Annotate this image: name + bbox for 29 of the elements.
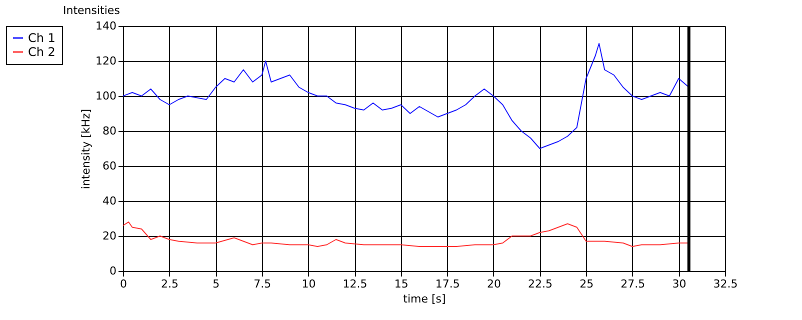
y-tick-label: 80 bbox=[102, 124, 116, 138]
line-series bbox=[122, 43, 690, 149]
y-tick-label: 60 bbox=[102, 160, 116, 172]
x-tick-label: 7.5 bbox=[254, 278, 272, 290]
x-tick-label: 30 bbox=[672, 278, 686, 290]
legend-label: Ch 2 bbox=[28, 45, 56, 59]
x-tick-label: 0 bbox=[120, 278, 127, 290]
y-tick-label: 120 bbox=[96, 54, 116, 68]
y-tick-label: 140 bbox=[96, 20, 116, 32]
x-tick-label: 22.5 bbox=[528, 278, 553, 290]
x-tick-label: 25 bbox=[580, 278, 594, 290]
line-series bbox=[122, 222, 690, 247]
x-tick-label: 15 bbox=[394, 278, 408, 290]
x-tick-label: 17.5 bbox=[435, 278, 460, 290]
x-tick-label: 5 bbox=[212, 278, 220, 290]
x-tick-label: 32.5 bbox=[713, 278, 738, 290]
chart-title: Intensities bbox=[63, 4, 120, 17]
y-tick-label: 40 bbox=[102, 194, 116, 208]
y-tick-label: 0 bbox=[110, 264, 116, 278]
x-axis-title: time [s] bbox=[403, 292, 446, 306]
x-tick-label: 10 bbox=[302, 278, 316, 290]
x-tick-label: 27.5 bbox=[620, 278, 646, 290]
y-axis-title: intensity [kHz] bbox=[80, 108, 93, 190]
y-tick-label: 20 bbox=[102, 230, 116, 242]
x-tick-label: 12.5 bbox=[342, 278, 368, 290]
x-tick-label: 20 bbox=[486, 278, 501, 290]
y-tick-label: 100 bbox=[96, 90, 116, 102]
x-tick-label: 2.5 bbox=[161, 278, 179, 290]
legend-label: Ch 1 bbox=[28, 31, 56, 45]
